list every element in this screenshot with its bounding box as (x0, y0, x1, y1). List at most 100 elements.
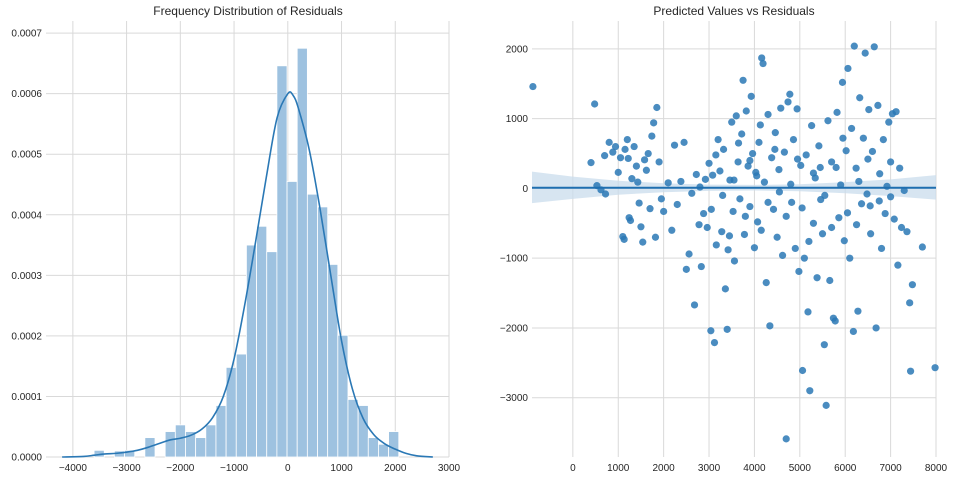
scatter-point (890, 215, 898, 223)
scatter-point (793, 155, 802, 163)
scatter-point (863, 190, 871, 198)
scatter-x-tick-label: 8000 (925, 463, 948, 474)
scatter-point (749, 149, 757, 158)
scatter-point (821, 191, 829, 199)
scatter-point (887, 193, 895, 201)
scatter-point (887, 158, 895, 166)
scatter-point (732, 112, 740, 120)
scatter-point (716, 167, 724, 175)
histogram-title: Frequency Distribution of Residuals (153, 4, 342, 18)
scatter-point (797, 161, 805, 170)
scatter-point (831, 317, 839, 325)
scatter-point (802, 151, 810, 159)
scatter-point (744, 162, 752, 170)
scatter-point (846, 254, 854, 262)
scatter-point (856, 94, 864, 102)
scatter-point (624, 154, 632, 163)
scatter-point (906, 299, 914, 307)
scatter-point (861, 49, 869, 57)
scatter-point (688, 189, 696, 197)
scatter-point (728, 118, 736, 126)
scatter-point (897, 223, 906, 232)
scatter-point (775, 188, 783, 196)
histogram-x-tick-label: −2000 (166, 463, 195, 474)
scatter-point (826, 276, 834, 285)
scatter-point (756, 121, 764, 129)
scatter-point (620, 235, 628, 243)
scatter-point (804, 308, 812, 316)
scatter-point (634, 178, 642, 186)
scatter-point (609, 148, 617, 156)
scatter-point (670, 141, 679, 149)
scatter-point (931, 364, 939, 372)
scatter-point (759, 59, 767, 68)
scatter-point (709, 171, 717, 179)
scatter-point (782, 435, 790, 443)
histogram-y-tick-label: 0.0004 (11, 210, 42, 221)
scatter-point (685, 250, 693, 258)
scatter-point (746, 156, 754, 165)
scatter-point (818, 230, 827, 238)
scatter-points (529, 42, 939, 443)
scatter-point (714, 135, 722, 144)
histogram-x-tick-label: 0 (285, 463, 291, 474)
histogram-bar (337, 334, 349, 458)
histogram-y-tick-label: 0.0007 (11, 29, 42, 40)
scatter-point (690, 301, 699, 309)
scatter-point (874, 101, 882, 110)
scatter-point (827, 158, 836, 166)
scatter-point (657, 195, 665, 203)
scatter-point (775, 165, 783, 174)
histogram-bar (347, 399, 359, 458)
scatter-point (718, 228, 726, 236)
scatter-point (639, 238, 647, 246)
scatter-point (719, 145, 728, 153)
scatter-point (847, 124, 856, 133)
scatter-point (723, 325, 731, 333)
scatter-x-tick-label: 3000 (698, 463, 721, 474)
scatter-point (806, 387, 814, 395)
scatter-point (798, 366, 807, 375)
scatter-y-tick-label: −1000 (500, 254, 529, 265)
scatter-point (791, 244, 799, 253)
scatter-point (734, 139, 743, 147)
histogram-x-tick-label: −1000 (220, 463, 249, 474)
scatter-point (739, 76, 747, 84)
histogram-bar (367, 437, 379, 458)
histogram-bar (174, 424, 186, 458)
scatter-point (741, 212, 749, 220)
scatter-point (782, 212, 790, 220)
scatter-point (852, 221, 861, 229)
scatter-point (621, 145, 629, 153)
scatter-point (771, 129, 779, 137)
scatter-point (680, 138, 688, 146)
histogram-bar (256, 225, 268, 458)
scatter-point (724, 246, 732, 254)
scatter-point (648, 132, 656, 140)
scatter-point (816, 163, 824, 172)
scatter-point (789, 135, 798, 144)
scatter-point (646, 205, 654, 213)
scatter-point (883, 182, 891, 190)
scatter-point (697, 262, 705, 271)
scatter-point (906, 367, 915, 375)
histogram-bar (205, 424, 217, 458)
scatter-y-tick-label: 1000 (506, 114, 529, 125)
histogram-y-tick-labels: 0.0000 0.0001 0.0002 0.0003 0.0004 0.0005 0.00… (11, 29, 42, 464)
histogram-y-tick-label: 0.0002 (11, 331, 42, 342)
scatter-point (712, 241, 720, 249)
scatter-point (780, 148, 788, 156)
scatter-point (842, 147, 850, 155)
histogram-bar (246, 244, 257, 458)
histogram-bar (306, 193, 318, 458)
scatter-point (773, 233, 781, 241)
scatter-title: Predicted Values vs Residuals (653, 4, 814, 18)
scatter-point (870, 43, 878, 51)
scatter-point (813, 274, 821, 282)
scatter-point (710, 338, 719, 347)
scatter-point (682, 265, 690, 273)
scatter-x-tick-label: 6000 (834, 463, 857, 474)
scatter-point (626, 216, 635, 225)
scatter-point (651, 233, 660, 241)
